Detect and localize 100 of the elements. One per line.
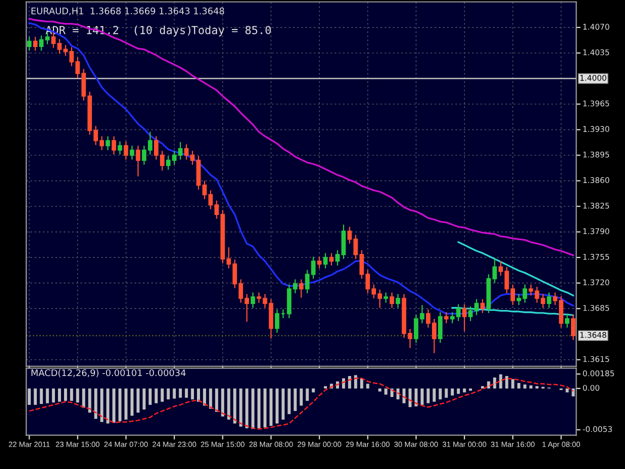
- candlestick: [124, 140, 128, 160]
- bar: [40, 388, 43, 404]
- candlestick: [468, 306, 473, 322]
- bar: [444, 388, 448, 398]
- chart-title: MACD(12,26,9) -0.00101 -0.00034: [32, 369, 186, 378]
- bar: [566, 388, 569, 392]
- candlestick: [341, 224, 346, 260]
- candlestick: [274, 308, 280, 334]
- bar: [245, 388, 248, 428]
- candlestick: [335, 250, 340, 266]
- bar: [130, 388, 134, 416]
- bar: [233, 388, 236, 424]
- candlestick: [57, 38, 62, 54]
- text: EURAUD,H1 1.3668 1.3669 1.3643 1.3648: [32, 8, 224, 16]
- bar: [118, 388, 122, 422]
- bar: [82, 388, 86, 408]
- candlestick: [256, 292, 262, 304]
- bar: [270, 388, 273, 426]
- line-series: [458, 241, 574, 296]
- candlestick: [474, 298, 479, 316]
- bar: [523, 384, 526, 388]
- bar: [88, 388, 92, 413]
- candlestick: [323, 252, 328, 269]
- candlestick: [112, 136, 116, 156]
- bar: [196, 388, 200, 402]
- bar: [46, 388, 49, 404]
- bar: [282, 388, 285, 420]
- bar: [408, 388, 412, 408]
- bar: [529, 385, 532, 388]
- annotation: Today = 85.0: [192, 26, 271, 36]
- bar: [257, 388, 260, 428]
- bar: [366, 384, 370, 388]
- candlestick: [130, 145, 134, 160]
- bar: [94, 388, 98, 419]
- candlestick: [136, 145, 140, 177]
- bar: [420, 388, 424, 405]
- bar: [462, 388, 466, 392]
- bar: [106, 388, 110, 424]
- bar: [76, 388, 80, 402]
- bar: [402, 388, 406, 404]
- candlestick: [396, 293, 400, 308]
- bar: [378, 388, 382, 392]
- bar: [396, 388, 400, 400]
- bar: [300, 388, 303, 406]
- bar: [190, 388, 194, 400]
- bar: [172, 388, 176, 399]
- bar: [209, 388, 212, 409]
- bar: [124, 388, 128, 420]
- candlestick: [329, 252, 334, 266]
- bar: [487, 381, 490, 388]
- bar: [100, 388, 104, 422]
- bar: [384, 388, 388, 395]
- bar: [136, 388, 140, 413]
- bar: [154, 388, 158, 404]
- candlestick: [106, 136, 110, 151]
- bar: [203, 388, 206, 406]
- bar: [215, 388, 218, 412]
- bar: [166, 388, 170, 400]
- bar: [142, 388, 146, 410]
- candlestick: [317, 256, 322, 269]
- bar: [112, 388, 116, 423]
- bar: [517, 382, 520, 388]
- bar: [64, 388, 68, 401]
- bar: [276, 388, 279, 424]
- candlestick: [462, 304, 467, 332]
- bar: [426, 388, 430, 404]
- candlestick: [384, 292, 388, 304]
- bar: [178, 388, 182, 398]
- candlestick: [33, 36, 38, 52]
- bar: [312, 388, 315, 392]
- bar: [34, 388, 37, 405]
- line-series: [28, 18, 574, 256]
- bar: [227, 388, 230, 420]
- bar: [184, 388, 188, 398]
- bar: [493, 378, 496, 388]
- bar: [58, 388, 62, 402]
- bar: [505, 376, 508, 388]
- bar: [414, 388, 418, 406]
- bar: [360, 378, 364, 388]
- bar: [511, 379, 514, 388]
- bar: [499, 374, 502, 388]
- bar: [450, 388, 454, 396]
- bar: [148, 388, 152, 405]
- bar: [52, 388, 55, 402]
- bar: [306, 388, 309, 401]
- candlestick: [546, 292, 552, 308]
- bar: [28, 388, 31, 405]
- bar: [468, 388, 472, 391]
- bar: [432, 388, 436, 402]
- candlestick: [540, 293, 546, 308]
- candlestick: [299, 278, 304, 298]
- candlestick: [118, 140, 122, 156]
- bar: [239, 388, 242, 427]
- candlestick: [27, 36, 32, 52]
- bar: [288, 388, 291, 414]
- bar: [263, 388, 266, 428]
- bar: [221, 388, 224, 417]
- candlestick: [408, 328, 412, 349]
- bar: [70, 388, 74, 401]
- bar: [294, 388, 297, 412]
